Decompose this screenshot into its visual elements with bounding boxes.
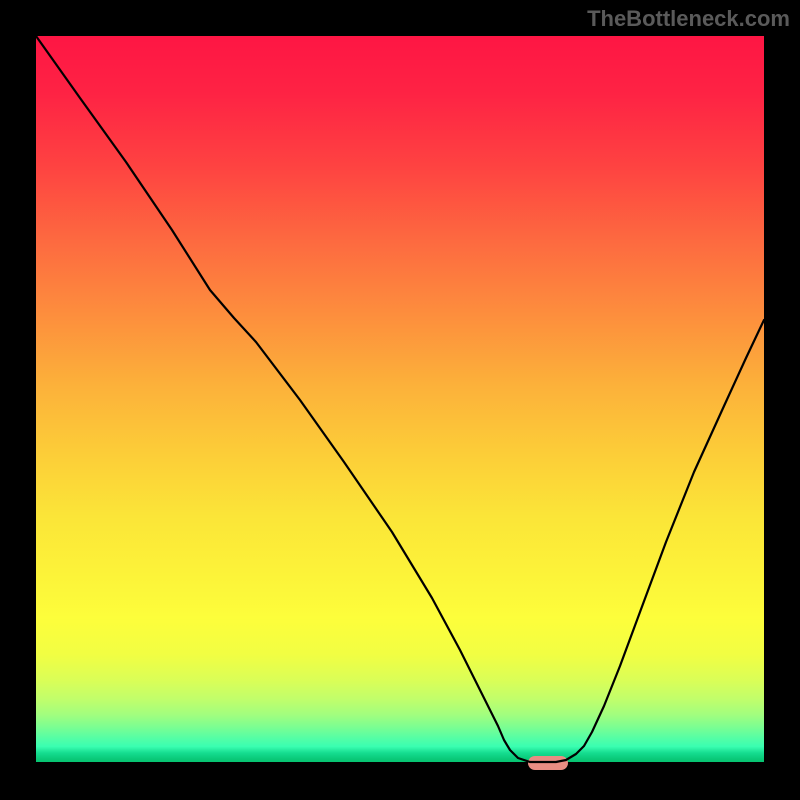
plot-background	[36, 36, 764, 764]
watermark-text: TheBottleneck.com	[587, 6, 790, 32]
chart-stage: TheBottleneck.com	[0, 0, 800, 800]
bottleneck-chart	[0, 0, 800, 800]
